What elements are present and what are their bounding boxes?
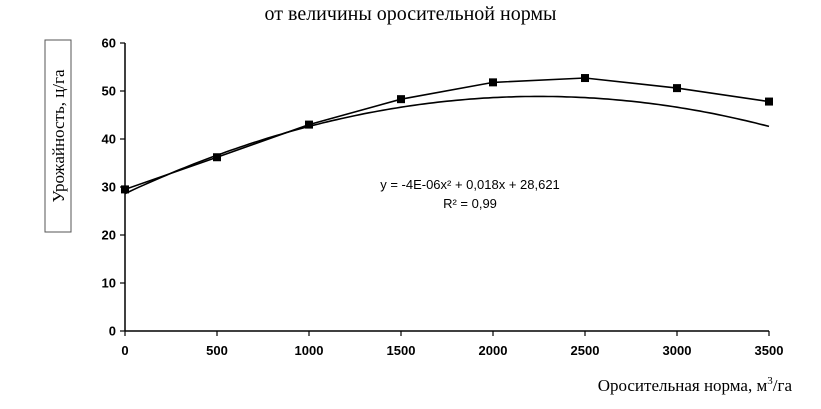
y-tick-label: 10 xyxy=(102,276,116,291)
x-tick-label: 1500 xyxy=(387,343,416,358)
data-point xyxy=(489,78,497,87)
trendline-equation: y = -4E-06x² + 0,018x + 28,621 xyxy=(380,177,560,192)
x-ticks: 0 500 1000 1500 2000 2500 3000 3500 xyxy=(121,331,783,358)
data-point xyxy=(305,120,313,129)
r-squared: R² = 0,99 xyxy=(443,196,497,211)
x-tick-label: 500 xyxy=(206,343,228,358)
x-tick-label: 2500 xyxy=(571,343,600,358)
x-tick-label: 3000 xyxy=(663,343,692,358)
x-tick-label: 3500 xyxy=(755,343,784,358)
data-points xyxy=(121,74,773,194)
x-axis-title-unit: /га xyxy=(773,376,793,395)
x-axis-title: Оросительная норма, м3/га xyxy=(598,375,793,395)
data-point xyxy=(673,84,681,93)
y-tick-label: 40 xyxy=(102,132,116,147)
y-tick-label: 20 xyxy=(102,228,116,243)
data-point xyxy=(397,95,405,104)
y-axis-title: Урожайность, ц/га xyxy=(49,69,68,203)
x-axis-title-main: Оросительная норма, м xyxy=(598,376,768,395)
data-point xyxy=(581,74,589,83)
y-tick-label: 60 xyxy=(102,36,116,51)
series-line xyxy=(124,77,770,191)
y-tick-label: 0 xyxy=(109,324,116,339)
y-tick-label: 30 xyxy=(102,180,116,195)
y-axis-title-box xyxy=(44,39,72,233)
x-tick-label: 1000 xyxy=(295,343,324,358)
y-tick-label: 50 xyxy=(102,84,116,99)
x-tick-label: 2000 xyxy=(479,343,508,358)
data-point xyxy=(213,153,221,162)
data-point xyxy=(121,185,129,194)
x-axis-title-sup: 3 xyxy=(767,375,773,387)
trendline xyxy=(124,95,770,195)
data-point xyxy=(765,97,773,106)
x-tick-label: 0 xyxy=(121,343,128,358)
chart-title: от величины оросительной нормы xyxy=(264,3,557,25)
